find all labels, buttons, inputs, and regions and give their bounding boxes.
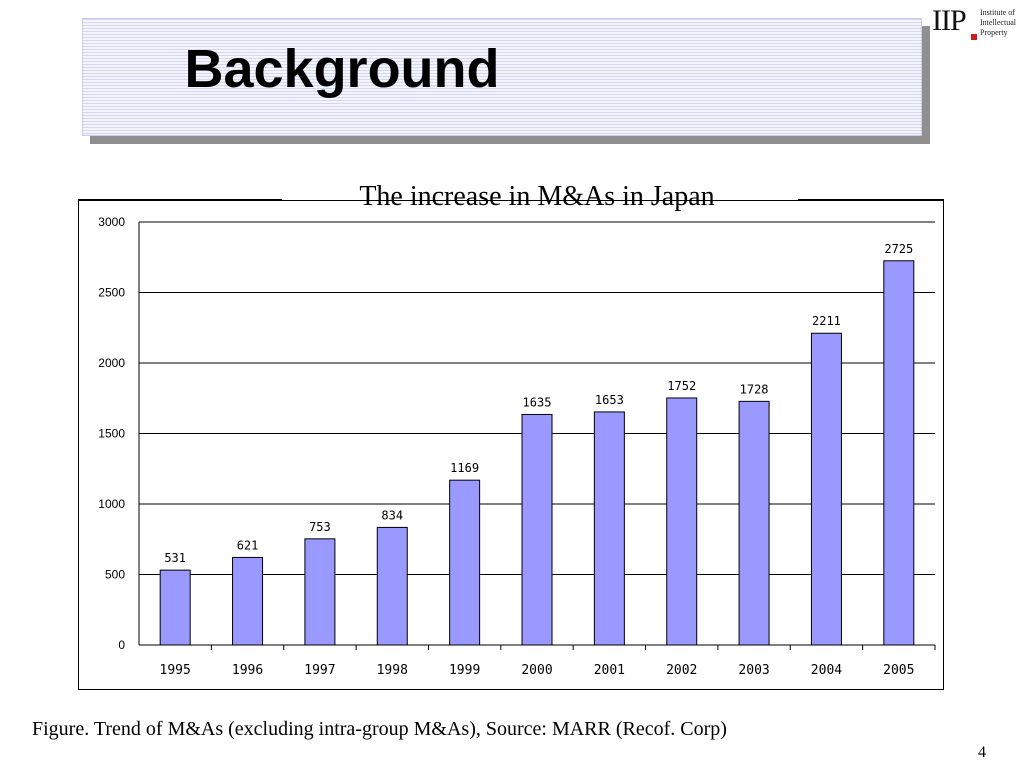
bar — [232, 556, 264, 646]
page-number: 4 — [978, 744, 986, 761]
bar — [593, 411, 625, 646]
x-tick-label: 2003 — [738, 663, 769, 678]
data-label: 531 — [164, 551, 186, 565]
chart-frame — [78, 200, 944, 690]
slide-title: Background — [184, 39, 500, 99]
x-tick-label: 1999 — [449, 663, 480, 678]
data-label: 753 — [309, 520, 331, 534]
data-label: 1752 — [667, 379, 696, 393]
bar — [376, 526, 408, 646]
logo-institute-name: Institute of Intellectual Property — [980, 8, 1016, 37]
x-tick-label: 1996 — [232, 663, 263, 678]
bar — [521, 413, 553, 646]
data-label: 834 — [381, 508, 403, 522]
x-tick-label: 2005 — [883, 663, 914, 678]
bar — [738, 400, 770, 646]
y-tick-label: 500 — [105, 568, 125, 582]
heading-rule-right — [798, 199, 944, 200]
data-label: 1728 — [740, 382, 769, 396]
bar — [449, 479, 481, 646]
y-tick-label: 0 — [118, 638, 125, 652]
data-label: 1635 — [523, 395, 552, 409]
x-tick-label: 2001 — [594, 663, 625, 678]
bar — [159, 569, 191, 646]
x-tick-label: 2000 — [521, 663, 552, 678]
y-tick-label: 2500 — [98, 286, 125, 300]
bar — [883, 260, 915, 646]
x-tick-label: 1998 — [377, 663, 408, 678]
x-tick-label: 2002 — [666, 663, 697, 678]
data-label: 1653 — [595, 393, 624, 407]
bar — [304, 538, 336, 646]
figure-caption: Figure. Trend of M&As (excluding intra-g… — [32, 718, 727, 740]
data-label: 621 — [237, 538, 259, 552]
y-tick-label: 1500 — [98, 427, 125, 441]
data-label: 2211 — [812, 314, 841, 328]
logo-letters: IIP — [932, 4, 967, 37]
x-tick-label: 1995 — [160, 663, 191, 678]
title-banner — [82, 18, 922, 136]
heading-rule-left — [78, 199, 282, 200]
y-tick-label: 1000 — [98, 497, 125, 511]
logo-dot-icon — [971, 34, 977, 40]
bar — [666, 397, 698, 646]
x-tick-label: 2004 — [811, 663, 842, 678]
bar — [810, 332, 842, 646]
x-tick-label: 1997 — [304, 663, 335, 678]
data-label: 2725 — [884, 242, 913, 256]
y-tick-label: 2000 — [98, 356, 125, 370]
iip-logo: IIP Institute of Intellectual Property — [932, 4, 1024, 44]
chart-title: The increase in M&As in Japan — [359, 181, 715, 212]
data-label: 1169 — [450, 461, 479, 475]
y-tick-label: 3000 — [98, 215, 125, 229]
